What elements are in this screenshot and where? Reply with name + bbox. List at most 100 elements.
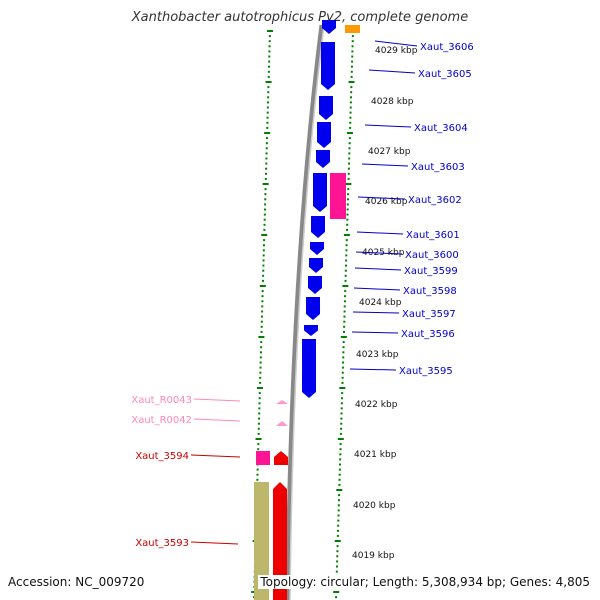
kbp-tick-label: 4026 kbp [365,197,408,207]
tick-track-right [337,529,340,532]
gene-arrow-forward [309,258,323,273]
tick-track-right [347,177,350,180]
tick-track-right [344,279,347,282]
tick-track-left [268,50,271,53]
gene-label-leader [190,541,239,545]
tick-track-right [337,504,340,507]
genome-summary: Topology: circular; Length: 5,308,934 bp… [258,575,590,589]
forward-genes [302,20,336,398]
tick-track-right [339,432,342,435]
tick-track-right [349,126,352,129]
tick-track-right [343,234,350,236]
tick-track-left [257,422,260,425]
kbp-tick-label: 4020 kbp [353,501,396,511]
tick-track-right [350,75,353,78]
tick-track-left [265,137,268,140]
right-gene-labels: Xaut_3606 Xaut_3605 Xaut_3604 Xaut_3603 Xaut… [349,40,474,377]
gene-label-leader [357,196,406,200]
tick-track-right [347,172,350,175]
tick-track-right [346,132,353,134]
tick-track-left [264,132,271,134]
tick-track-right [337,519,340,522]
gene-label-leader [193,418,241,422]
tick-track-right [343,300,346,303]
tick-track-right [350,91,353,94]
gene-label: Xaut_3598 [403,286,457,297]
gene-label: Xaut_3600 [405,250,459,261]
tick-track-right [341,366,344,369]
orange-feature [345,25,360,33]
gene-label: Xaut_3599 [404,266,458,277]
gene-arrow-forward [313,173,327,212]
tick-track-left [257,448,260,451]
tick-track-left [255,438,262,440]
tick-track-left [265,147,268,150]
tick-track-left [264,198,267,201]
tick-track-right [344,290,347,293]
tick-track-right [349,106,352,109]
tick-track-right [339,458,342,461]
tick-track-right [337,438,344,440]
tick-track-right [336,545,339,548]
tick-track-right [342,330,345,333]
tick-track-right [338,494,341,497]
tick-track-right [341,376,344,379]
tick-track-left [265,81,272,83]
gene-label: Xaut_3597 [402,309,456,320]
tick-track-right [349,111,352,114]
tick-track-right [341,397,344,400]
tick-track-left [264,188,267,191]
gene-arrow-forward [319,96,333,120]
tick-track-left [265,152,268,155]
kbp-tick-label: 4024 kbp [359,298,402,308]
tick-track-right [338,483,341,486]
tick-track-right [351,60,354,63]
tick-track-right [337,499,340,502]
tick-track-left [267,86,270,89]
tick-track-left [259,361,262,364]
tick-track-right [346,218,349,221]
tick-track-left [262,249,265,252]
reverse-genes [254,400,288,600]
tick-track-left [260,330,263,333]
gene-label: Xaut_3593 [135,538,189,549]
gene-label: Xaut_3596 [401,329,455,340]
map-title: Xanthobacter autotrophicus Py2, complete… [131,10,469,25]
gene-arrow-reverse [274,451,288,465]
tick-track-left [262,244,265,247]
tick-track-left [268,55,271,58]
gene-label-leader [356,231,404,235]
tick-track-right [341,371,344,374]
tick-track-right [335,565,338,568]
tick-track-left [256,473,259,476]
gene-arrow-reverse [273,482,287,600]
trna-marker [276,421,288,426]
tick-track-right [337,514,340,517]
tick-track-left [260,346,263,349]
tick-track-left [258,392,261,395]
tick-track-left [259,356,262,359]
tick-track-left [267,65,270,68]
tick-track-right [341,381,344,384]
gene-label-leader [190,454,241,458]
tick-track-right [336,489,343,491]
tick-track-right [333,591,340,593]
tick-track-right [349,116,352,119]
tick-track-right [348,152,351,155]
tick-track-right [347,188,350,191]
tick-track-left [263,208,266,211]
tick-track-right [346,198,349,201]
kbp-tick-label: 4027 kbp [368,147,411,157]
tick-track-left [262,274,265,277]
gene-label-leader [193,398,241,402]
accession-label: Accession: NC_009720 [8,575,145,589]
tick-track-right [339,463,342,466]
gene-label: Xaut_3602 [408,195,462,206]
tick-track-right [347,167,350,170]
tick-track-right [349,121,352,124]
tick-track-right [348,147,351,150]
kbp-tick-label: 4029 kbp [375,46,418,56]
tick-track-left [266,111,269,114]
